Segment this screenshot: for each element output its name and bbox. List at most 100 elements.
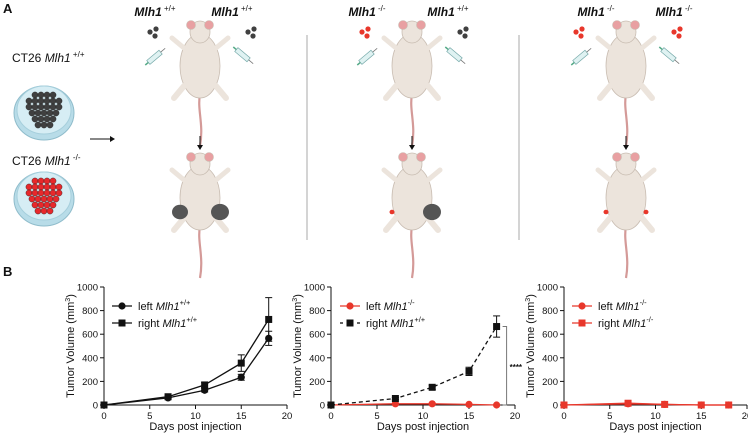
cell-line-gene: Mlh1 xyxy=(45,154,71,168)
tumor-cell xyxy=(31,177,39,185)
injected-cells-icon xyxy=(147,26,159,39)
legend-gene: Mlh1 xyxy=(616,301,640,313)
mouse-foreleg xyxy=(381,35,399,51)
mouse-hindleg xyxy=(639,215,655,233)
mouse-illustration xyxy=(595,20,657,147)
tumor-cell xyxy=(52,195,60,203)
treatment-arrow-head xyxy=(623,145,629,150)
x-tick-label: 15 xyxy=(696,411,707,422)
legend-marker xyxy=(346,319,354,327)
data-point-right xyxy=(327,401,335,409)
data-point-right xyxy=(428,383,436,391)
tumor-right xyxy=(423,203,441,221)
mouse-ear xyxy=(186,20,196,30)
data-point-left xyxy=(428,400,436,408)
tumor-cell xyxy=(40,109,48,117)
legend-side: left xyxy=(366,301,384,313)
mouse-hindleg xyxy=(213,215,229,233)
group-gene: Mlh1 xyxy=(348,5,376,19)
tumor-cell xyxy=(28,109,36,117)
cell-line-label: CT26 Mlh1 -/- xyxy=(12,153,81,168)
data-point-right xyxy=(697,401,705,409)
syringe-icon xyxy=(444,46,466,65)
data-point-right xyxy=(100,401,108,409)
legend-marker xyxy=(346,302,354,310)
legend-gene: Mlh1 xyxy=(622,318,646,330)
legend-genotype: +/+ xyxy=(414,315,425,324)
syringe-plunger xyxy=(570,61,575,66)
data-point-left xyxy=(391,400,399,408)
legend-genotype: -/- xyxy=(408,298,416,307)
treatment-arrow-head xyxy=(197,145,203,150)
syringe-plunger xyxy=(356,61,361,66)
group-header-right: Mlh1 +/+ xyxy=(211,4,252,19)
y-axis-label-sup: 3 xyxy=(525,298,532,302)
syringe-plunger xyxy=(444,46,449,51)
data-point-right xyxy=(265,315,273,323)
group-header-right: Mlh1 +/+ xyxy=(427,4,468,19)
mouse-ear xyxy=(398,20,408,30)
cell-line-prefix: CT26 xyxy=(12,51,45,65)
injected-cell xyxy=(579,26,585,32)
tumor-cell xyxy=(52,109,60,117)
y-axis-label-text: Tumor Volume (mm xyxy=(65,302,77,398)
mouse-hindleg xyxy=(171,83,187,101)
syringe-icon xyxy=(356,47,378,66)
tumor-cell xyxy=(49,91,57,99)
mouse-ear xyxy=(416,20,426,30)
injected-cell xyxy=(251,26,257,32)
tumor-cell xyxy=(46,207,54,215)
tumor-left xyxy=(172,204,188,220)
mouse-ear xyxy=(204,152,214,162)
injected-cell xyxy=(457,29,463,35)
tumor-cell xyxy=(34,207,42,215)
group-genotype: +/+ xyxy=(455,4,469,13)
mouse-foreleg xyxy=(595,35,613,51)
y-tick-label: 200 xyxy=(82,377,98,388)
x-tick-label: 20 xyxy=(510,411,521,422)
cell-line-genotype: +/+ xyxy=(71,50,85,59)
treatment-arrow-head xyxy=(409,145,415,150)
syringe-plunger xyxy=(232,46,237,51)
cell-line-gene: Mlh1 xyxy=(45,51,71,65)
injected-cell xyxy=(250,33,256,39)
group-header-left: Mlh1 -/- xyxy=(348,4,385,19)
legend-marker xyxy=(118,302,126,310)
data-point-left xyxy=(201,386,209,394)
injected-cells-icon xyxy=(671,26,683,39)
tumor-cell xyxy=(55,97,63,105)
chart: 0 200 400 600 800 1000 0 5 10 15 20 Days post injec… xyxy=(525,283,748,434)
mouse-ear xyxy=(612,20,622,30)
data-point-right xyxy=(493,323,501,331)
tumor-cell xyxy=(31,103,39,111)
syringe-icon xyxy=(144,47,166,66)
legend-marker xyxy=(578,302,586,310)
y-tick-label: 400 xyxy=(309,353,325,364)
syringe-icon xyxy=(570,47,592,66)
legend-label: right Mlh1+/+ xyxy=(138,315,198,330)
data-point-right xyxy=(237,359,245,367)
group-genotype: +/+ xyxy=(162,4,176,13)
tumor-cell xyxy=(49,97,57,105)
legend-gene: Mlh1 xyxy=(156,301,180,313)
syringe-needle xyxy=(586,47,592,53)
injected-cell xyxy=(152,33,158,39)
syringe-needle xyxy=(372,47,378,53)
tumor-right xyxy=(643,209,649,215)
legend-side: left xyxy=(598,301,616,313)
tumor-cell xyxy=(43,189,51,197)
syringe-needle xyxy=(160,47,166,53)
mouse-hindleg xyxy=(639,83,655,101)
legend-label: left Mlh1+/+ xyxy=(138,298,191,313)
mouse-body xyxy=(179,165,221,231)
tumor-cell xyxy=(37,201,45,209)
tumor-cell xyxy=(25,183,33,191)
syringe-barrel xyxy=(572,49,589,65)
mouse-ear xyxy=(204,20,214,30)
x-tick-label: 0 xyxy=(328,411,333,422)
data-point-right xyxy=(391,395,399,403)
mouse-illustration xyxy=(169,20,231,147)
tumor-cell xyxy=(37,189,45,197)
group-genotype: -/- xyxy=(683,4,693,13)
x-tick-label: 5 xyxy=(147,411,152,422)
